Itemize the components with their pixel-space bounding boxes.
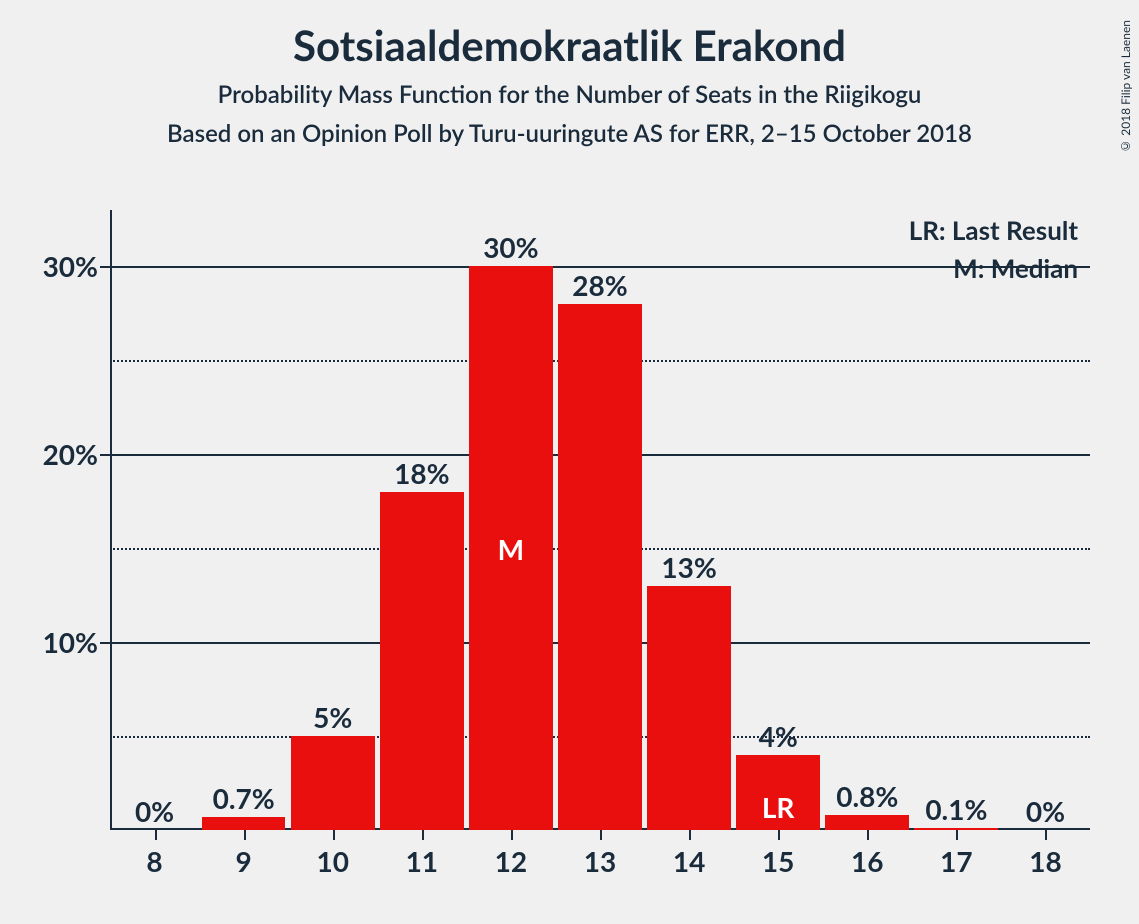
bar (202, 817, 286, 830)
bar-value-label: 18% (394, 456, 449, 490)
x-tick (1045, 830, 1047, 840)
plot-area: LR: Last Result M: Median 0%80.7%95%1018… (110, 210, 1090, 830)
bar-value-label: 0% (1026, 794, 1065, 828)
x-axis-label: 18 (1029, 844, 1061, 878)
bar (380, 492, 464, 830)
x-tick (155, 830, 157, 840)
bar-value-label: 4% (759, 719, 798, 753)
x-axis-label: 9 (236, 844, 252, 878)
x-tick (867, 830, 869, 840)
x-axis-label: 10 (316, 844, 348, 878)
x-axis-label: 16 (851, 844, 883, 878)
bar (825, 815, 909, 830)
chart-subtitle-2: Based on an Opinion Poll by Turu-uuringu… (0, 119, 1139, 148)
bar-value-label: 28% (572, 268, 627, 302)
y-tick (100, 454, 110, 456)
x-axis-label: 11 (406, 844, 438, 878)
chart-title: Sotsiaaldemokraatlik Erakond (0, 20, 1139, 70)
legend: LR: Last Result M: Median (909, 214, 1078, 290)
y-axis-label: 30% (43, 249, 98, 283)
x-axis-label: 17 (940, 844, 972, 878)
bar-value-label: 5% (313, 700, 352, 734)
x-tick (511, 830, 513, 840)
chart-subtitle-1: Probability Mass Function for the Number… (0, 80, 1139, 109)
x-tick (956, 830, 958, 840)
y-axis-label: 20% (43, 437, 98, 471)
x-axis-label: 8 (146, 844, 162, 878)
bar (647, 586, 731, 830)
x-tick (689, 830, 691, 840)
bar-value-label: 30% (483, 230, 538, 264)
x-tick (422, 830, 424, 840)
copyright-text: © 2018 Filip van Laenen (1118, 20, 1133, 154)
bar-value-label: 13% (661, 550, 716, 584)
bar-value-label: 0.7% (213, 781, 275, 815)
x-tick (333, 830, 335, 840)
x-axis-label: 13 (584, 844, 616, 878)
bar (291, 736, 375, 830)
x-tick (244, 830, 246, 840)
y-tick (100, 642, 110, 644)
y-tick (100, 266, 110, 268)
bar-value-label: 0% (135, 794, 174, 828)
bar-value-label: 0.1% (925, 792, 987, 826)
bar-value-label: 0.8% (836, 779, 898, 813)
x-tick (778, 830, 780, 840)
titles-block: Sotsiaaldemokraatlik Erakond Probability… (0, 0, 1139, 148)
legend-lr: LR: Last Result (909, 214, 1078, 246)
x-tick (600, 830, 602, 840)
chart-area: LR: Last Result M: Median 0%80.7%95%1018… (110, 210, 1090, 830)
bar-marker: M (498, 532, 524, 566)
y-axis-label: 10% (43, 625, 98, 659)
bar (558, 304, 642, 830)
x-axis-label: 15 (762, 844, 794, 878)
x-axis-label: 12 (495, 844, 527, 878)
bar-marker: LR (762, 790, 795, 824)
x-axis-label: 14 (673, 844, 705, 878)
